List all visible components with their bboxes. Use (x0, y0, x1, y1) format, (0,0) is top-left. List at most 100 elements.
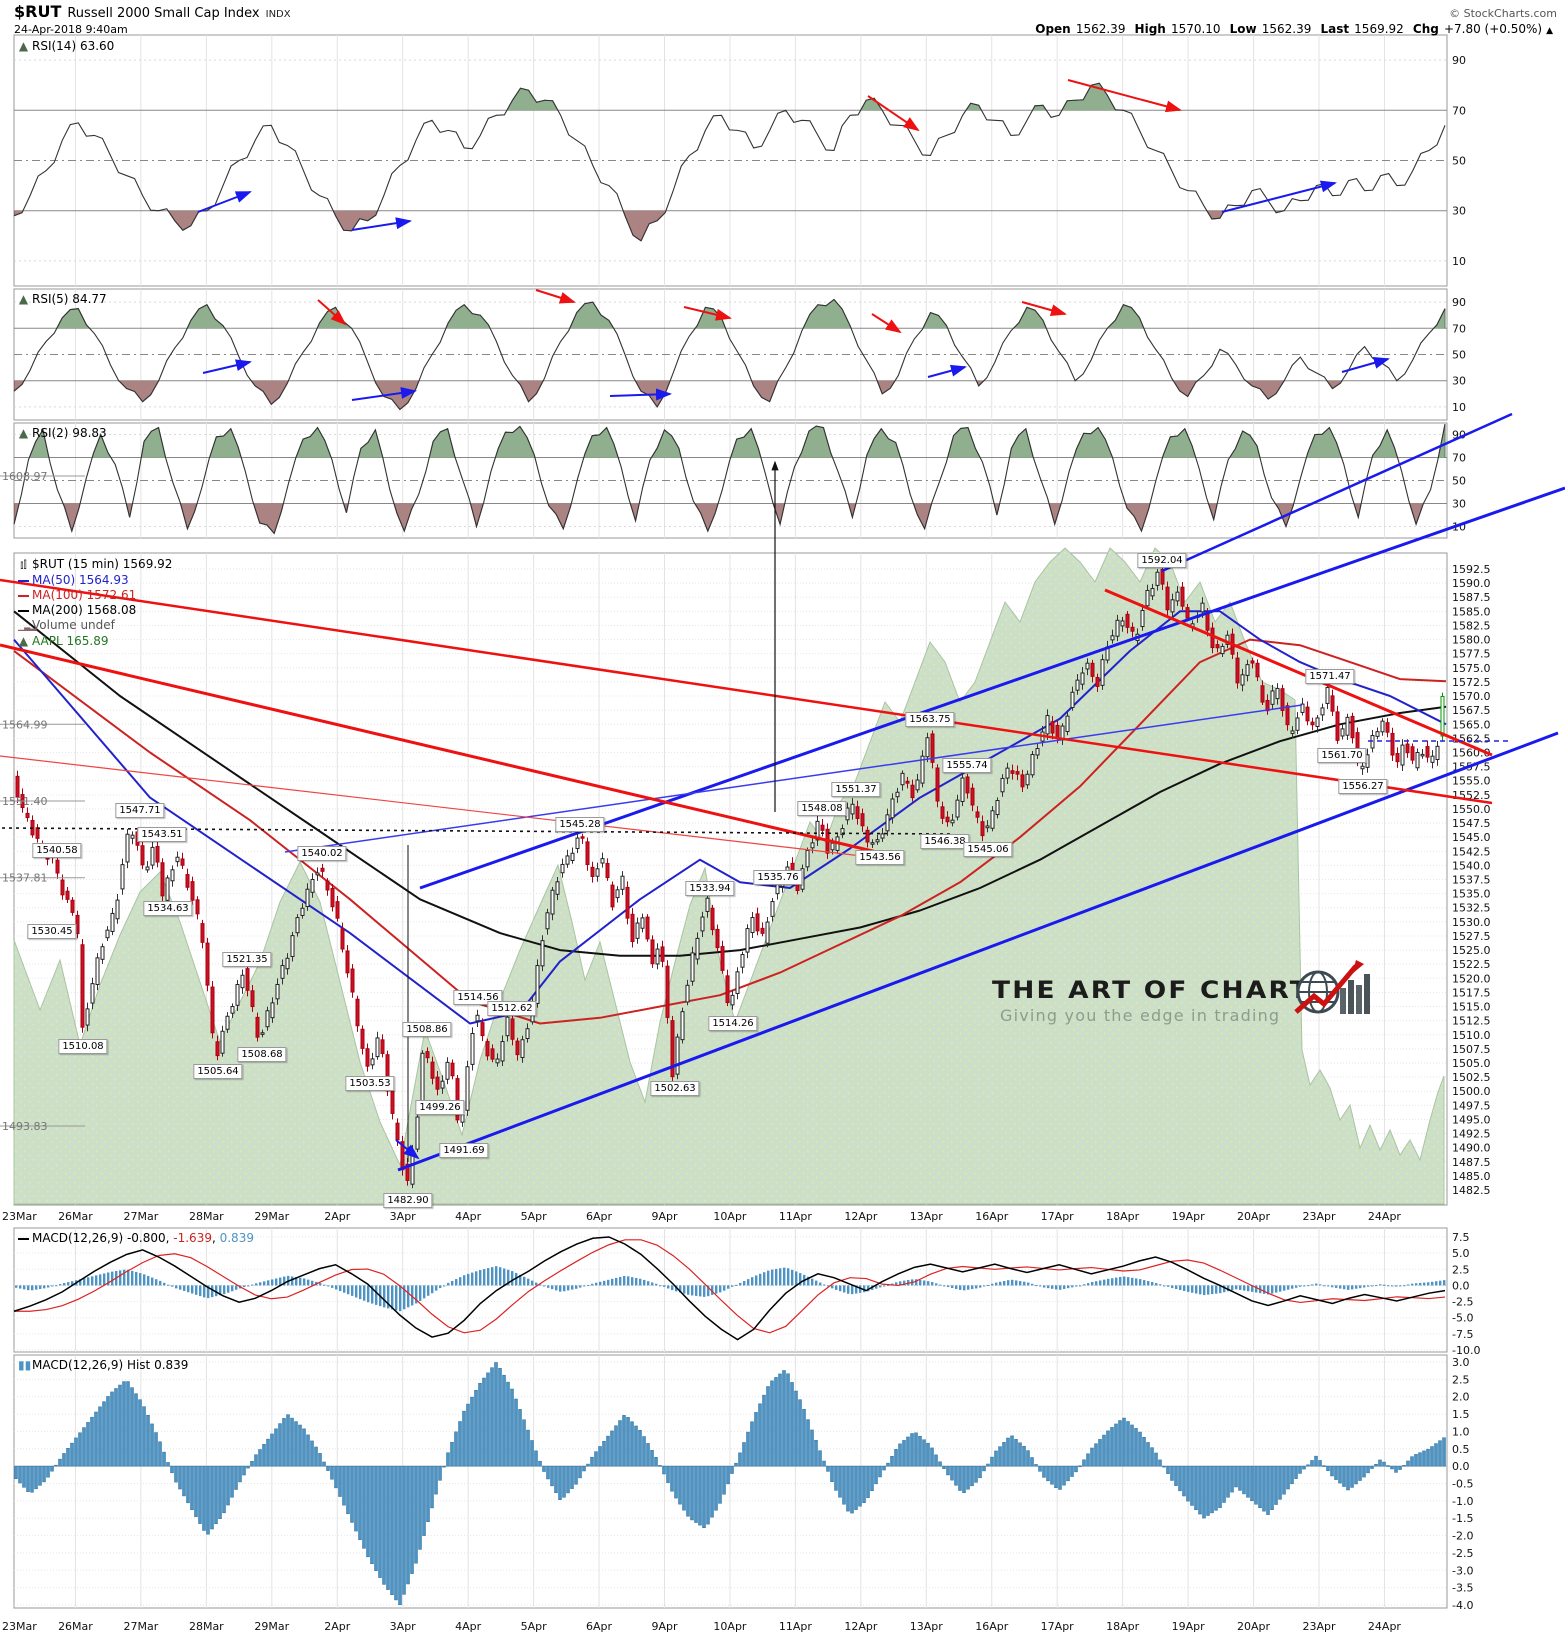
macd-hist-bar (971, 1285, 974, 1290)
macd-hist-bar (1267, 1285, 1270, 1295)
candle-body (720, 946, 725, 971)
hist-bar (1186, 1465, 1190, 1502)
hist-bar (326, 1465, 330, 1471)
hist-bar (1094, 1443, 1098, 1467)
macd-hist-bar (403, 1285, 406, 1310)
candle-body (330, 887, 335, 908)
candles-icon: ⫾⫿ (20, 560, 27, 571)
candle-body (130, 834, 135, 839)
hist-bar (1362, 1465, 1366, 1478)
macd-hist-bar (587, 1285, 590, 1287)
hist-bar (738, 1452, 742, 1467)
hist-bar (34, 1465, 38, 1490)
hist-bar (346, 1465, 350, 1515)
date-label: 19Apr (1172, 1210, 1206, 1223)
hist-bar (1122, 1417, 1126, 1467)
candle-body (550, 889, 555, 915)
hist-bar (46, 1465, 50, 1478)
candle-body (1130, 626, 1135, 632)
macd-hist-bar (399, 1285, 402, 1312)
hist-bar (790, 1382, 794, 1467)
hist-bar (1190, 1465, 1194, 1506)
hist-bar (138, 1399, 142, 1467)
macd-hist-bar (215, 1285, 218, 1297)
hist-tick-label: 0.0 (1452, 1460, 1470, 1473)
left-level-label: 1608.97 (2, 470, 48, 483)
macd-hist-bar (523, 1276, 526, 1286)
candle-body (810, 842, 815, 849)
macd-hist-bar (1019, 1281, 1022, 1286)
macd-hist-bar (427, 1285, 430, 1296)
candle-body (555, 881, 560, 895)
legend-item: ⫾⫿ $RUT (15 min) 1569.92 (18, 557, 172, 573)
hist-bar (1358, 1465, 1362, 1481)
macd-hist-bar (559, 1285, 562, 1292)
macd-tick-label: -7.5 (1452, 1328, 1473, 1341)
hist-bar (1230, 1465, 1234, 1493)
hist-tick-label: 1.0 (1452, 1425, 1470, 1438)
macd-hist-bar (1383, 1284, 1386, 1286)
candle-body (1215, 644, 1220, 649)
macd-hist-bar (727, 1285, 730, 1289)
hist-bar (366, 1465, 370, 1558)
hist-bar (82, 1427, 86, 1467)
price-label: 1505.64 (193, 1064, 243, 1080)
red-trend-thin (0, 755, 863, 857)
macd-hist-bar (1055, 1285, 1058, 1290)
candle-body (245, 968, 250, 991)
macd-hist-bar (555, 1285, 558, 1291)
macd-legend-part: 0.839 (219, 1231, 254, 1245)
macd-hist-bar (543, 1285, 546, 1287)
hist-bar (146, 1415, 150, 1467)
hist-bar (318, 1453, 322, 1467)
macd-hist-bar (1263, 1285, 1266, 1294)
macd-hist-bar (1403, 1285, 1406, 1287)
price-tick-label: 1502.5 (1452, 1071, 1491, 1084)
macd-hist-bar (1303, 1285, 1306, 1287)
date-label: 10Apr (713, 1620, 747, 1633)
hist-bar (314, 1446, 318, 1467)
macd-hist-bar (439, 1285, 442, 1289)
hist-bar (678, 1465, 682, 1505)
hist-bar (1330, 1465, 1334, 1477)
price-tick-label: 1555.0 (1452, 775, 1491, 788)
rsi-tick-label: 10 (1452, 401, 1466, 414)
macd-hist-bar (1219, 1285, 1222, 1294)
candle-body (360, 1028, 365, 1049)
macd-hist-bar (1327, 1285, 1330, 1287)
hist-bar (1342, 1465, 1346, 1487)
date-label: 29Mar (254, 1210, 289, 1223)
rsi14-legend: ▲ RSI(14) 63.60 (18, 39, 114, 54)
legend-item: MA(50) 1564.93 (18, 573, 172, 588)
macd-hist-bar (1011, 1279, 1014, 1286)
candle-body (585, 841, 590, 866)
price-label: 1534.63 (143, 900, 193, 916)
macd-hist-bar (987, 1285, 990, 1287)
macd-hist-bar (279, 1277, 282, 1286)
hist-bar (274, 1428, 278, 1467)
macd-hist-bar (1143, 1280, 1146, 1286)
macd-line (13, 1236, 1446, 1341)
macd-hist-bar (1107, 1278, 1110, 1286)
exchange: INDX (265, 9, 291, 20)
hist-bar (994, 1450, 998, 1467)
macd-hist-bar (687, 1285, 690, 1295)
quote-strip: Open 1562.39 High 1570.10 Low 1562.39 La… (1035, 18, 1557, 37)
candle-body (1000, 777, 1005, 793)
macd-hist-bar (55, 1285, 58, 1287)
hist-bar (1174, 1465, 1178, 1486)
price-tick-label: 1527.5 (1452, 930, 1491, 943)
macd-hist-bar (747, 1279, 750, 1286)
price-label: 1592.04 (1137, 552, 1187, 568)
macd-hist-bar (295, 1277, 298, 1286)
macd-hist-bar (1371, 1285, 1374, 1287)
price-tick-label: 1582.5 (1452, 619, 1491, 632)
macd-hist-bar (951, 1285, 954, 1289)
hist-bar (322, 1461, 326, 1467)
hist-bar (1194, 1465, 1198, 1511)
hist-bar (102, 1401, 106, 1467)
hist-bar (1118, 1420, 1122, 1467)
macd-hist-bar (635, 1277, 638, 1286)
rsi-oversold-fill (14, 210, 1285, 242)
annotation-arrow (871, 313, 902, 334)
